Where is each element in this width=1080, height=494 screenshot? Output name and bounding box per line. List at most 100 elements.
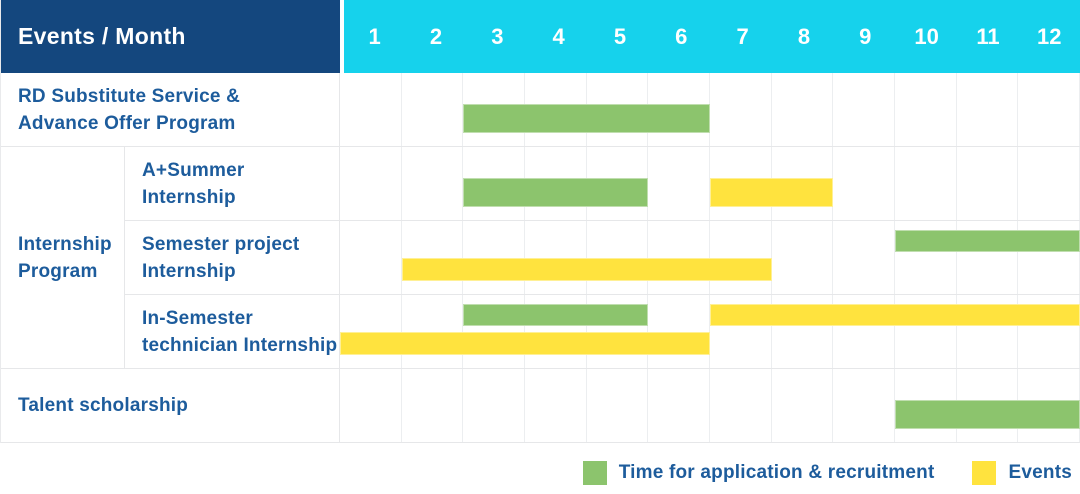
- month-column: [402, 295, 464, 368]
- row-label-line: Talent scholarship: [18, 395, 189, 416]
- month-column: [895, 73, 957, 146]
- group-cell-internship-program: Internship Program: [1, 147, 125, 368]
- row-label-line: Semester project: [142, 233, 300, 255]
- events-color-swatch: [972, 461, 997, 485]
- month-column: [340, 369, 402, 442]
- month-column: [340, 221, 402, 294]
- month-column: [1018, 147, 1080, 220]
- month-column: [402, 147, 464, 220]
- gantt-track-rd-substitute-service: [340, 73, 1080, 146]
- month-header-row: 1 2 3 4 5 6 7 8 9 10 11 12: [340, 0, 1080, 73]
- gantt-bar-event: [710, 178, 834, 207]
- month-header-8: 8: [797, 23, 811, 49]
- month-column: [525, 369, 587, 442]
- month-column: [957, 221, 1019, 294]
- month-column: [1018, 73, 1080, 146]
- month-column: [402, 73, 464, 146]
- month-header-11: 11: [976, 23, 1000, 49]
- month-column: [402, 369, 464, 442]
- gantt-track-talent-scholarship: [340, 369, 1080, 442]
- month-column: [710, 369, 772, 442]
- row-label-a-summer-internship: A+Summer Internship: [125, 147, 340, 220]
- gantt-bar-recruitment: [895, 230, 1080, 252]
- month-column: [463, 221, 526, 294]
- month-column: [463, 369, 526, 442]
- table-header-row: Events / Month 1 2 3 4 5 6 7 8 9 10 11 12: [1, 0, 1080, 73]
- month-column: [340, 295, 402, 368]
- month-column: [833, 147, 896, 220]
- month-column: [648, 369, 711, 442]
- row-label-line: Advance Offer Program: [18, 112, 236, 134]
- legend-item-events: Events: [972, 461, 1072, 485]
- schedule-table: Events / Month 1 2 3 4 5 6 7 8 9 10 11 12 RD Substi…: [0, 0, 1080, 443]
- row-label-rd-substitute-service: RD Substitute Service & Advance Offer Pr…: [1, 73, 340, 146]
- gantt-bar-recruitment: [463, 304, 649, 326]
- month-header-12: 12: [1037, 23, 1062, 49]
- group-label-line: Program: [18, 260, 98, 282]
- month-column: [772, 295, 834, 368]
- month-column: [957, 147, 1019, 220]
- events-month-header-cell: Events / Month: [1, 0, 340, 73]
- gantt-track-semester-project-internship: [340, 221, 1080, 294]
- month-column: [957, 73, 1019, 146]
- legend-label-events: Events: [1008, 462, 1072, 483]
- row-label-line: Internship: [142, 260, 236, 282]
- month-header-10: 10: [914, 23, 939, 49]
- month-column: [895, 221, 957, 294]
- gantt-bar-recruitment: [463, 104, 710, 133]
- gantt-bar-event: [401, 258, 772, 281]
- row-label-line: Internship: [142, 186, 236, 208]
- month-column: [833, 369, 896, 442]
- row-rd-substitute-service: RD Substitute Service & Advance Offer Pr…: [1, 73, 1080, 147]
- row-label-talent-scholarship: Talent scholarship: [1, 369, 340, 442]
- gantt-bar-event: [340, 332, 710, 355]
- month-column: [772, 369, 834, 442]
- month-header-4: 4: [552, 23, 565, 49]
- row-in-semester-technician-internship: In-Semester technician Internship: [1, 295, 1080, 369]
- month-column: [710, 221, 772, 294]
- legend-item-recruitment: Time for application & recruitment: [582, 461, 935, 485]
- month-column: [587, 295, 649, 368]
- month-column: [587, 221, 649, 294]
- gantt-bar-recruitment: [895, 400, 1080, 429]
- month-column: [340, 73, 402, 146]
- gantt-bar-recruitment: [463, 178, 649, 207]
- recruitment-color-swatch: [582, 461, 607, 485]
- month-column: [710, 295, 772, 368]
- legend: Time for application & recruitment Event…: [582, 461, 1072, 485]
- month-column: [648, 295, 711, 368]
- month-header-2: 2: [429, 23, 443, 49]
- month-column: [525, 295, 587, 368]
- row-semester-project-internship: Semester project Internship: [1, 221, 1080, 295]
- month-column: [895, 147, 957, 220]
- month-column: [710, 73, 772, 146]
- month-header-1: 1: [368, 23, 381, 49]
- month-header-6: 6: [675, 23, 688, 49]
- month-header-3: 3: [491, 23, 504, 49]
- month-column: [463, 295, 526, 368]
- month-column: [525, 221, 587, 294]
- group-label-line: Internship: [18, 233, 112, 255]
- month-header-9: 9: [859, 23, 872, 49]
- month-column: [833, 73, 896, 146]
- month-column: [895, 295, 957, 368]
- row-label-line: technician Internship: [142, 334, 338, 356]
- month-column: [340, 147, 402, 220]
- month-column: [772, 221, 834, 294]
- legend-label-recruitment: Time for application & recruitment: [618, 462, 935, 483]
- month-header-7: 7: [736, 23, 749, 49]
- month-column: [833, 221, 896, 294]
- row-talent-scholarship: Talent scholarship: [1, 369, 1080, 443]
- month-column: [957, 295, 1019, 368]
- row-label-semester-project-internship: Semester project Internship: [125, 221, 340, 294]
- gantt-bar-event: [710, 304, 1080, 326]
- row-label-line: In-Semester: [142, 307, 253, 329]
- month-column: [648, 147, 711, 220]
- row-label-line: RD Substitute Service &: [18, 85, 241, 107]
- gantt-track-a-summer-internship: [340, 147, 1080, 220]
- row-a-summer-internship: A+Summer Internship: [1, 147, 1080, 221]
- row-label-in-semester-technician-internship: In-Semester technician Internship: [125, 295, 340, 368]
- month-column: [833, 295, 896, 368]
- month-header-5: 5: [613, 23, 627, 49]
- row-label-line: A+Summer: [142, 159, 245, 181]
